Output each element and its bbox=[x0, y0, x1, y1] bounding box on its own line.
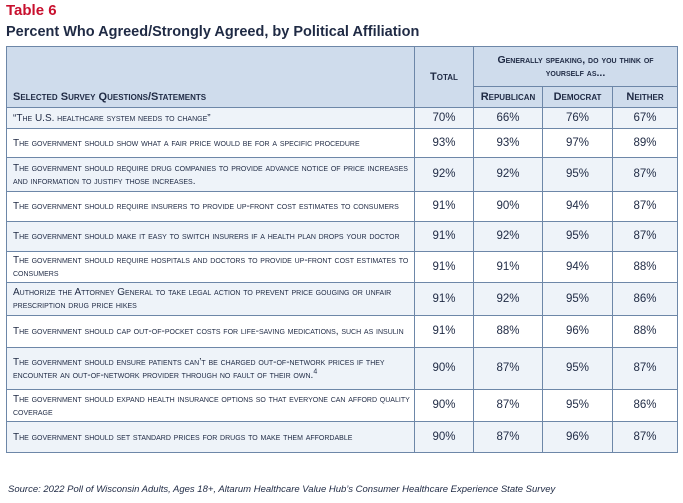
neither-cell: 88% bbox=[611, 315, 679, 348]
table-row: The government should expand health insu… bbox=[6, 389, 679, 422]
neither-cell: 87% bbox=[611, 347, 679, 390]
total-cell: 90% bbox=[414, 421, 474, 453]
republican-cell: 87% bbox=[473, 421, 543, 453]
question-cell: The government should make it easy to sw… bbox=[6, 221, 415, 252]
header-total: Total bbox=[414, 46, 474, 108]
total-cell: 70% bbox=[414, 107, 474, 129]
neither-cell: 87% bbox=[611, 421, 679, 453]
source-note: Source: 2022 Poll of Wisconsin Adults, A… bbox=[8, 484, 556, 495]
neither-cell: 87% bbox=[611, 191, 679, 222]
democrat-cell: 95% bbox=[542, 221, 613, 252]
header-democrat: Democrat bbox=[542, 86, 613, 108]
footnote-marker: 4 bbox=[313, 368, 318, 376]
republican-cell: 91% bbox=[473, 251, 543, 283]
table-body: “The U.S. healthcare system needs to cha… bbox=[6, 107, 679, 453]
neither-cell: 89% bbox=[611, 128, 679, 158]
table-label: Table 6 bbox=[6, 2, 57, 19]
question-text: “The U.S. healthcare system needs to cha… bbox=[13, 112, 211, 124]
table-title: Percent Who Agreed/Strongly Agreed, by P… bbox=[6, 24, 420, 40]
total-cell: 93% bbox=[414, 128, 474, 158]
total-cell: 90% bbox=[414, 347, 474, 390]
democrat-cell: 94% bbox=[542, 191, 613, 222]
republican-cell: 90% bbox=[473, 191, 543, 222]
question-cell: The government should require drug compa… bbox=[6, 157, 415, 192]
total-cell: 91% bbox=[414, 251, 474, 283]
question-text: The government should require hospitals … bbox=[13, 255, 409, 279]
question-text: The government should require insurers t… bbox=[13, 201, 399, 212]
header-questions: Selected Survey Questions/Statements bbox=[6, 46, 415, 108]
total-cell: 90% bbox=[414, 389, 474, 422]
table-row: The government should cap out-of-pocket … bbox=[6, 315, 679, 348]
question-text: The government should require drug compa… bbox=[13, 162, 408, 187]
neither-cell: 87% bbox=[611, 221, 679, 252]
democrat-cell: 96% bbox=[542, 315, 613, 348]
neither-cell: 86% bbox=[611, 389, 679, 422]
democrat-cell: 76% bbox=[542, 107, 613, 129]
republican-cell: 88% bbox=[473, 315, 543, 348]
total-cell: 91% bbox=[414, 191, 474, 222]
table-row: The government should require hospitals … bbox=[6, 251, 679, 283]
question-cell: The government should ensure patients ca… bbox=[6, 347, 415, 390]
republican-cell: 92% bbox=[473, 282, 543, 316]
question-cell: The government should set standard price… bbox=[6, 421, 415, 453]
total-cell: 91% bbox=[414, 221, 474, 252]
total-cell: 91% bbox=[414, 315, 474, 348]
question-cell: The government should expand health insu… bbox=[6, 389, 415, 422]
total-cell: 91% bbox=[414, 282, 474, 316]
table-row: The government should show what a fair p… bbox=[6, 128, 679, 158]
republican-cell: 87% bbox=[473, 389, 543, 422]
table-row: The government should ensure patients ca… bbox=[6, 347, 679, 390]
question-text: The government should cap out-of-pocket … bbox=[13, 326, 404, 337]
table-row: The government should set standard price… bbox=[6, 421, 679, 453]
question-cell: The government should cap out-of-pocket … bbox=[6, 315, 415, 348]
democrat-cell: 97% bbox=[542, 128, 613, 158]
republican-cell: 87% bbox=[473, 347, 543, 390]
question-text: The government should expand health insu… bbox=[13, 393, 410, 418]
header-neither: Neither bbox=[611, 86, 679, 108]
header-republican: Republican bbox=[473, 86, 543, 108]
table-row: “The U.S. healthcare system needs to cha… bbox=[6, 107, 679, 129]
question-text: Authorize the Attorney General to take l… bbox=[13, 287, 392, 311]
question-text: The government should ensure patients ca… bbox=[13, 356, 385, 381]
question-text: The government should show what a fair p… bbox=[13, 137, 360, 149]
question-cell: The government should show what a fair p… bbox=[6, 128, 415, 158]
table-row: The government should require drug compa… bbox=[6, 157, 679, 192]
question-text: The government should set standard price… bbox=[13, 431, 353, 443]
democrat-cell: 96% bbox=[542, 421, 613, 453]
question-text: The government should make it easy to sw… bbox=[13, 231, 400, 242]
table-row: Authorize the Attorney General to take l… bbox=[6, 282, 679, 316]
republican-cell: 92% bbox=[473, 221, 543, 252]
democrat-cell: 95% bbox=[542, 282, 613, 316]
republican-cell: 93% bbox=[473, 128, 543, 158]
total-cell: 92% bbox=[414, 157, 474, 192]
democrat-cell: 95% bbox=[542, 389, 613, 422]
question-cell: The government should require hospitals … bbox=[6, 251, 415, 283]
question-cell: The government should require insurers t… bbox=[6, 191, 415, 222]
table-row: The government should make it easy to sw… bbox=[6, 221, 679, 252]
table-row: The government should require insurers t… bbox=[6, 191, 679, 222]
neither-cell: 67% bbox=[611, 107, 679, 129]
question-cell: “The U.S. healthcare system needs to cha… bbox=[6, 107, 415, 129]
democrat-cell: 94% bbox=[542, 251, 613, 283]
question-cell: Authorize the Attorney General to take l… bbox=[6, 282, 415, 316]
democrat-cell: 95% bbox=[542, 157, 613, 192]
democrat-cell: 95% bbox=[542, 347, 613, 390]
neither-cell: 87% bbox=[611, 157, 679, 192]
republican-cell: 66% bbox=[473, 107, 543, 129]
neither-cell: 88% bbox=[611, 251, 679, 283]
survey-table: Selected Survey Questions/Statements Tot… bbox=[6, 46, 679, 453]
header-affiliation-group: Generally speaking, do you think of your… bbox=[472, 46, 679, 87]
neither-cell: 86% bbox=[611, 282, 679, 316]
republican-cell: 92% bbox=[473, 157, 543, 192]
